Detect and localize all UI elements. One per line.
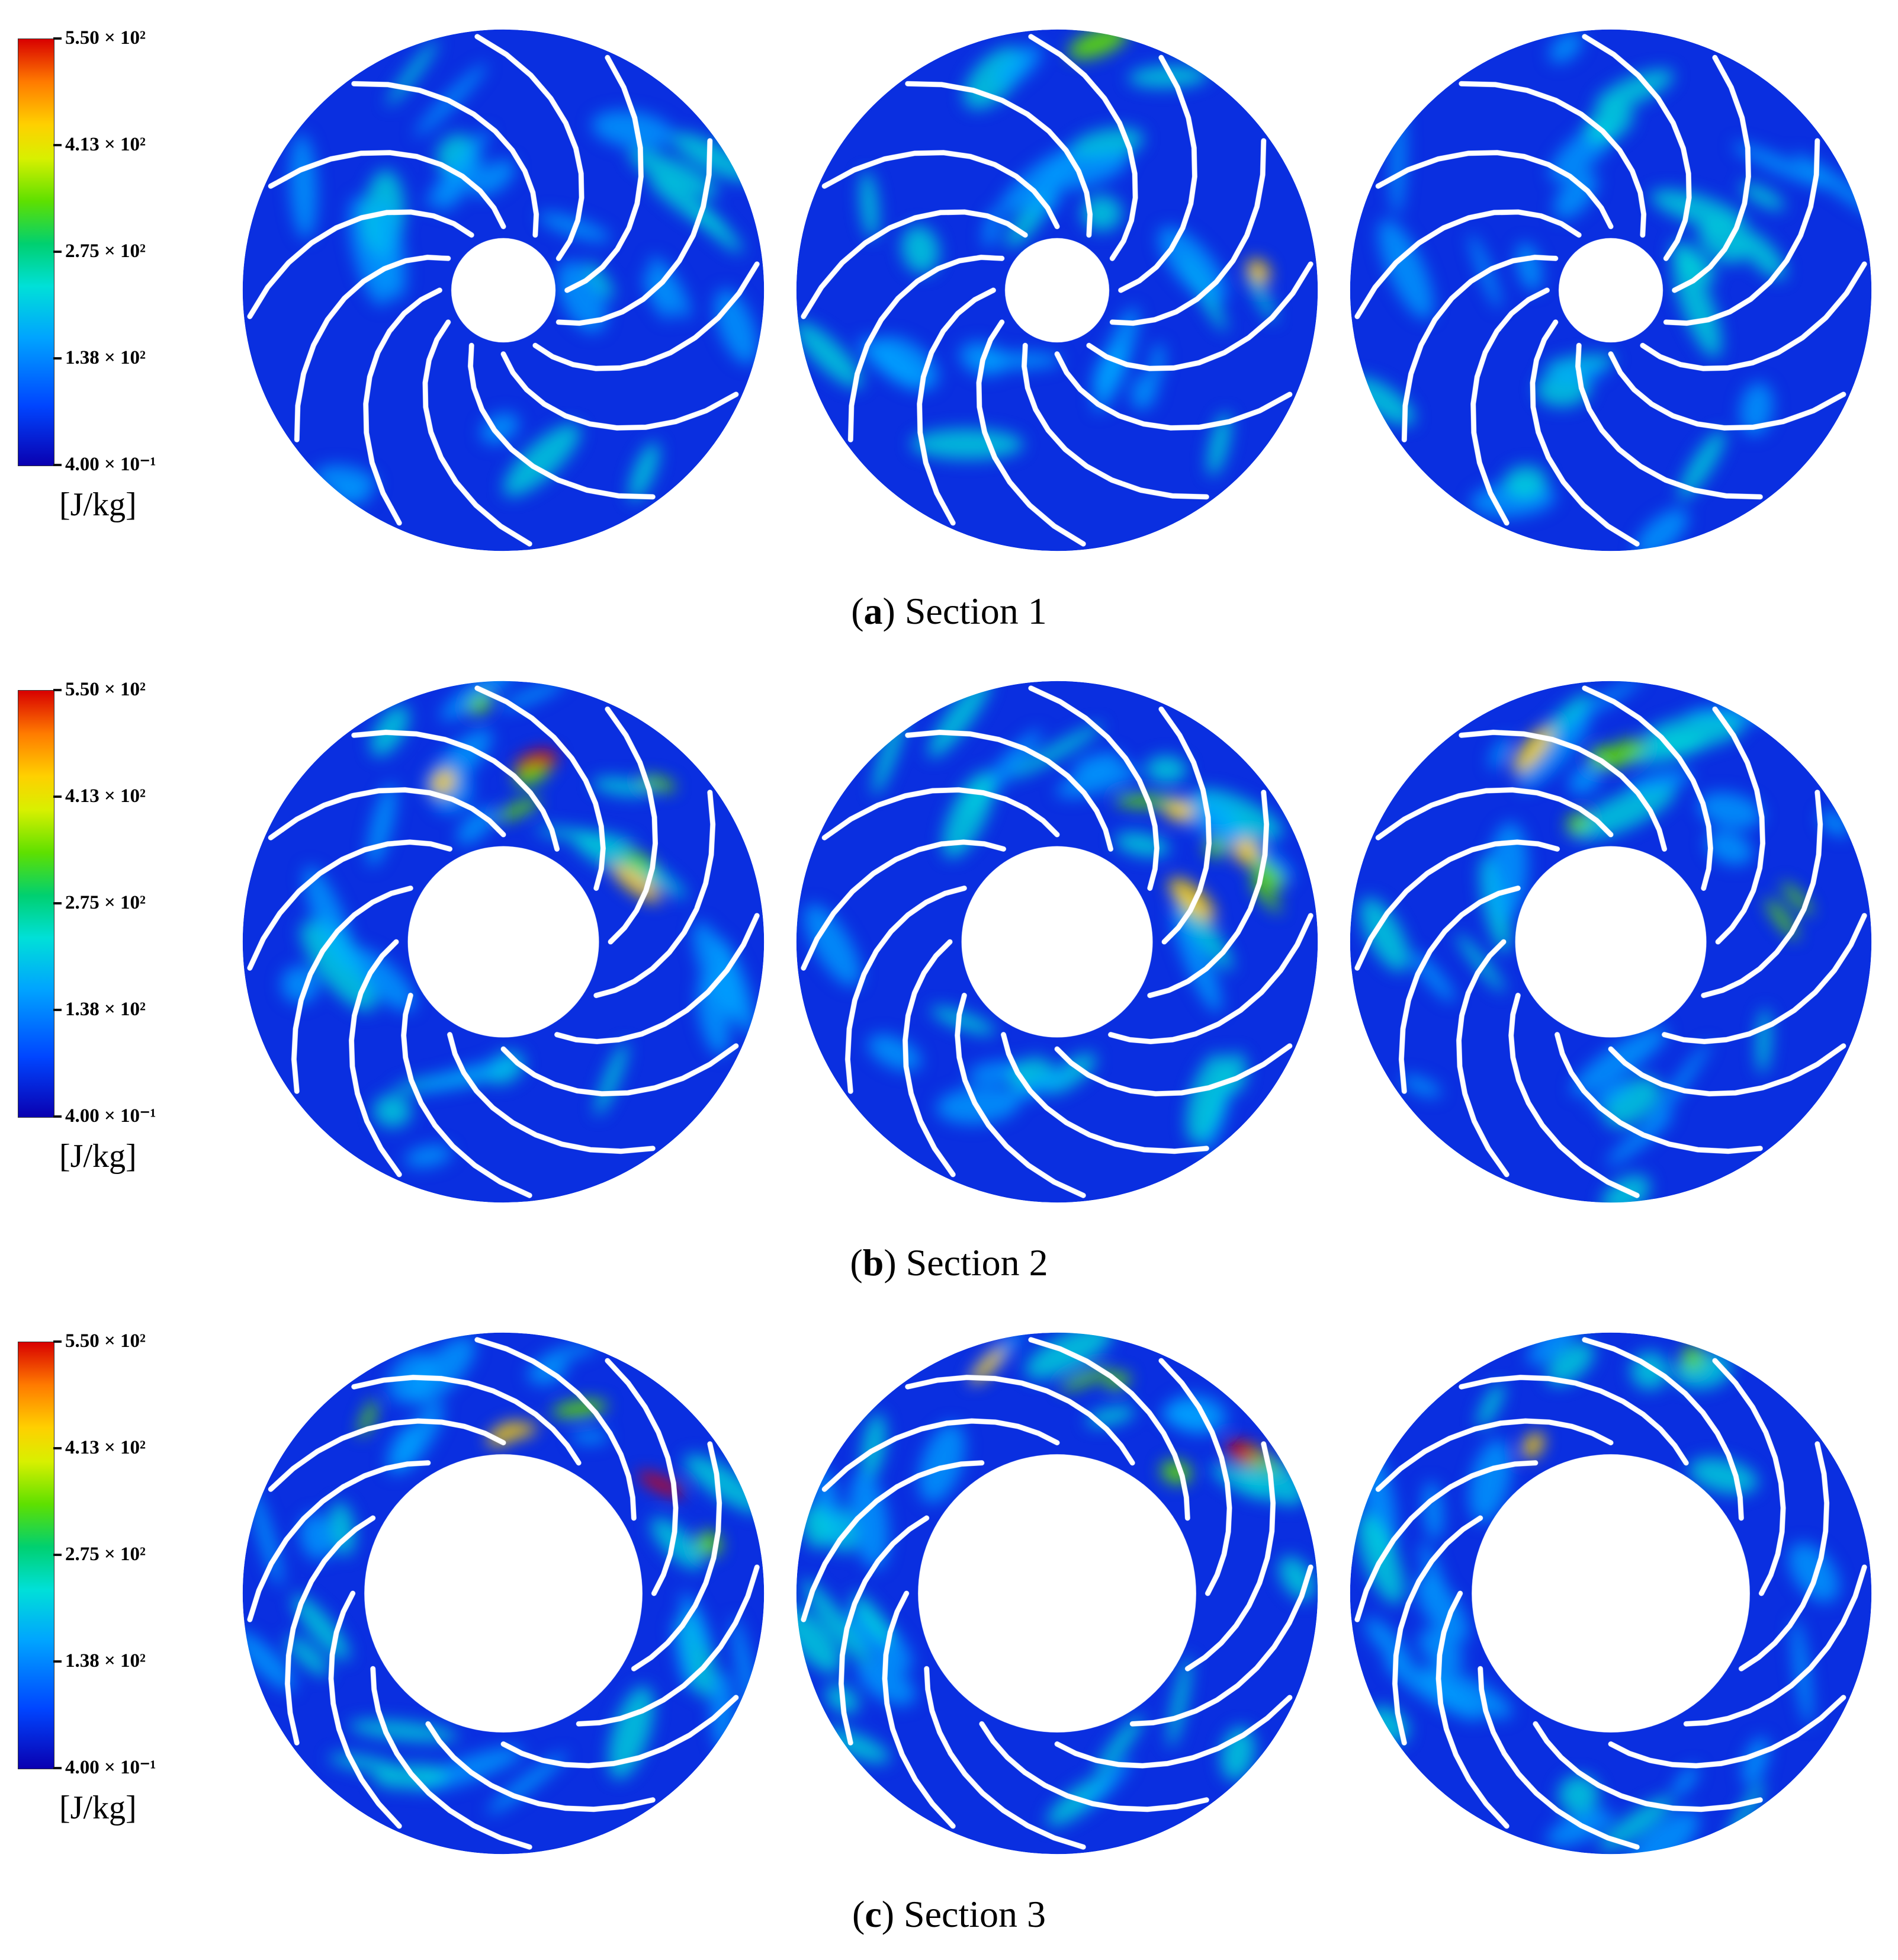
- colorbar-tick: [53, 795, 62, 798]
- impeller-contour-a2: [796, 29, 1318, 551]
- impeller-contour-b2: [796, 681, 1318, 1203]
- panel-row-c: 5.50 × 10² 4.13 × 10² 2.75 × 10² 1.38 × …: [0, 1303, 1898, 1960]
- colorbar-label: 1.38 × 10²: [65, 999, 146, 1020]
- colorbar-unit: [J/kg]: [59, 1789, 137, 1826]
- panel-row-b: 5.50 × 10² 4.13 × 10² 2.75 × 10² 1.38 × …: [0, 652, 1898, 1303]
- colorbar-label-max: 5.50 × 10²: [65, 1330, 146, 1352]
- caption-title: Section 3: [904, 1893, 1046, 1935]
- colorbar-unit: [J/kg]: [59, 1138, 137, 1175]
- impeller-contour-c3: [1350, 1332, 1872, 1855]
- colorbar-gradient: [18, 39, 54, 466]
- colorbar-tick: [53, 144, 62, 146]
- colorbar-tick: [53, 251, 62, 253]
- colorbar-label: 4.13 × 10²: [65, 1437, 146, 1458]
- colorbar-label: 1.38 × 10²: [65, 347, 146, 368]
- colorbar-label: 4.13 × 10²: [65, 785, 146, 807]
- impeller-contour-b3: [1350, 681, 1872, 1203]
- colorbar-label-max: 5.50 × 10²: [65, 679, 146, 700]
- caption-c: (c) Section 3: [852, 1893, 1046, 1935]
- colorbar-tick: [53, 1115, 62, 1118]
- colorbar-tick: [53, 464, 62, 466]
- colorbar-tick: [53, 902, 62, 904]
- caption-letter: b: [862, 1242, 884, 1284]
- colorbar-tick: [53, 1447, 62, 1449]
- caption-b: (b) Section 2: [850, 1242, 1048, 1284]
- colorbar-tick: [53, 1767, 62, 1769]
- impeller-contour-a3: [1350, 29, 1872, 551]
- colorbar-label: 2.75 × 10²: [65, 892, 146, 913]
- colorbar-label-min: 4.00 × 10⁻¹: [65, 454, 156, 475]
- colorbar-label-min: 4.00 × 10⁻¹: [65, 1105, 156, 1127]
- caption-title: Section 2: [905, 1242, 1048, 1284]
- colorbar-unit: [J/kg]: [59, 486, 137, 523]
- colorbar-label: 1.38 × 10²: [65, 1650, 146, 1672]
- colorbar-tick: [53, 37, 62, 40]
- impeller-contour-b1: [242, 681, 765, 1203]
- colorbar-gradient: [18, 690, 54, 1118]
- panel-row-a: 5.50 × 10² 4.13 × 10² 2.75 × 10² 1.38 × …: [0, 0, 1898, 652]
- impeller-contour-c2: [796, 1332, 1318, 1855]
- caption-a: (a) Section 1: [851, 590, 1047, 632]
- colorbar-tick: [53, 1340, 62, 1343]
- colorbar-tick: [53, 689, 62, 691]
- impeller-contour-c1: [242, 1332, 765, 1855]
- impeller-contour-a1: [242, 29, 765, 551]
- colorbar-label: 2.75 × 10²: [65, 1544, 146, 1565]
- colorbar-tick: [53, 357, 62, 360]
- caption-letter: a: [863, 590, 883, 632]
- colorbar-gradient: [18, 1342, 54, 1769]
- caption-letter: c: [865, 1893, 882, 1935]
- colorbar-label-min: 4.00 × 10⁻¹: [65, 1757, 156, 1778]
- colorbar-tick: [53, 1009, 62, 1011]
- colorbar-label: 2.75 × 10²: [65, 240, 146, 262]
- colorbar-tick: [53, 1554, 62, 1556]
- caption-title: Section 1: [904, 590, 1047, 632]
- colorbar-label-max: 5.50 × 10²: [65, 27, 146, 49]
- colorbar-label: 4.13 × 10²: [65, 134, 146, 155]
- colorbar-tick: [53, 1660, 62, 1663]
